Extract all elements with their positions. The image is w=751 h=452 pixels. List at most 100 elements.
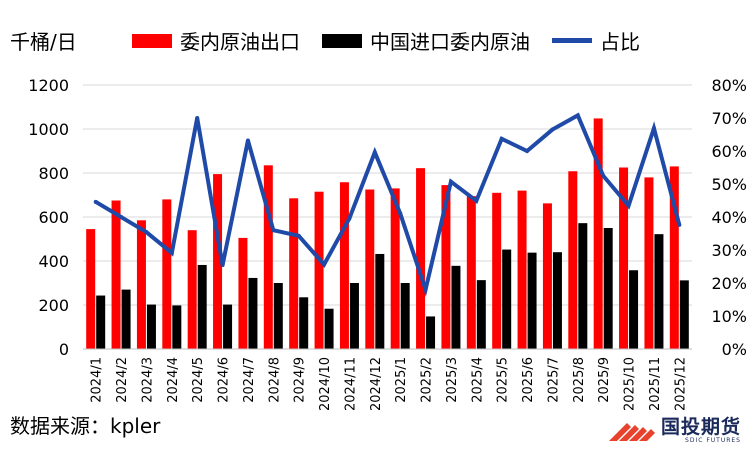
bar-export: [111, 200, 121, 349]
legend-label-import: 中国进口委内原油: [370, 30, 530, 54]
share-point: [271, 228, 276, 233]
category-label: 2025/7: [546, 357, 561, 403]
category-label: 2024/10: [318, 357, 333, 411]
bar-import: [121, 289, 131, 349]
bar-import: [502, 249, 512, 349]
right-tick-label: 0%: [722, 340, 747, 359]
left-tick-label: 0: [59, 340, 69, 359]
category-label: 2024/2: [115, 357, 130, 403]
source-note: 数据来源：kpler: [10, 414, 161, 438]
bar-import: [578, 223, 588, 349]
bar-import: [400, 283, 410, 349]
share-point: [575, 113, 580, 118]
bar-import: [324, 308, 334, 349]
category-label: 2025/8: [572, 357, 587, 403]
bar-export: [263, 165, 273, 349]
right-tick-label: 20%: [711, 274, 747, 293]
legend-label-share: 占比: [600, 30, 640, 54]
share-point: [651, 126, 656, 131]
bar-export: [669, 166, 679, 349]
share-point: [550, 127, 555, 132]
bar-import: [172, 305, 182, 349]
share-point: [423, 287, 428, 292]
category-label: 2025/2: [420, 357, 435, 403]
bar-export: [162, 199, 172, 349]
share-point: [525, 149, 530, 153]
logo-mark-icon: [608, 423, 655, 441]
category-label: 2024/3: [140, 357, 155, 403]
bar-import: [375, 253, 385, 349]
logo-subtitle: SDIC FUTURES: [685, 437, 741, 444]
category-label: 2024/5: [191, 357, 206, 403]
bar-export: [136, 220, 146, 349]
category-label: 2025/9: [597, 357, 612, 403]
logo: 国投期货 SDIC FUTURES: [607, 418, 741, 444]
category-label: 2025/3: [445, 357, 460, 403]
category-label: 2024/7: [242, 357, 257, 403]
category-label: 2025/4: [470, 357, 485, 403]
category-label: 2024/1: [90, 357, 105, 403]
share-point: [119, 215, 124, 219]
bar-export: [644, 177, 654, 349]
bar-export: [238, 237, 248, 349]
legend-label-export: 委内原油出口: [180, 30, 300, 54]
legend-item-import: 中国进口委内原油: [322, 26, 530, 55]
right-tick-label: 60%: [711, 142, 747, 161]
bar-export: [441, 185, 451, 349]
right-tick-label: 10%: [711, 307, 747, 326]
bar-import: [299, 297, 309, 349]
share-point: [398, 211, 403, 216]
category-label: 2024/6: [217, 357, 232, 403]
right-tick-label: 70%: [711, 109, 747, 128]
bar-export: [466, 196, 476, 349]
bar-import: [197, 264, 207, 349]
bar-import: [96, 295, 106, 349]
bar-import: [476, 280, 486, 349]
right-tick-label: 30%: [711, 241, 747, 260]
bar-import: [223, 304, 233, 349]
bar-export: [542, 203, 552, 349]
share-point: [245, 138, 250, 143]
share-point: [626, 203, 631, 208]
share-point: [474, 198, 479, 203]
category-label: 2024/4: [166, 357, 181, 403]
category-label: 2024/8: [267, 357, 282, 403]
share-point: [296, 233, 301, 238]
bar-export: [86, 229, 96, 349]
bar-export: [416, 168, 426, 349]
category-label: 2025/12: [673, 357, 688, 411]
category-label: 2025/5: [496, 357, 511, 403]
unit-label: 千桶/日: [10, 30, 77, 54]
logo-name: 国投期货: [660, 416, 741, 438]
bar-export: [339, 182, 349, 349]
legend-item-share: 占比: [552, 26, 640, 55]
bar-export: [213, 174, 223, 349]
legend-swatch-import: [322, 33, 362, 48]
share-point: [195, 116, 200, 120]
right-tick-label: 50%: [711, 175, 747, 194]
legend: 委内原油出口 中国进口委内原油 占比: [132, 26, 662, 55]
left-tick-label: 600: [38, 208, 69, 227]
bar-import: [527, 252, 537, 349]
category-label: 2024/11: [343, 357, 358, 411]
bar-export: [517, 190, 527, 349]
bar-export: [365, 189, 375, 349]
legend-swatch-export: [132, 33, 172, 48]
left-tick-label: 1000: [28, 120, 69, 139]
bar-import: [654, 234, 664, 349]
share-point: [347, 216, 352, 221]
share-point: [144, 230, 149, 235]
bar-export: [568, 171, 578, 349]
bar-import: [552, 252, 562, 349]
bar-export: [492, 192, 502, 349]
bar-import: [679, 280, 689, 349]
share-point: [677, 222, 682, 227]
category-label: 2025/1: [394, 357, 409, 403]
category-label: 2024/12: [369, 357, 384, 411]
bar-export: [390, 188, 400, 349]
bar-import: [273, 283, 283, 349]
bar-import: [451, 265, 461, 349]
left-tick-label: 800: [38, 164, 69, 183]
legend-swatch-share: [552, 38, 592, 43]
